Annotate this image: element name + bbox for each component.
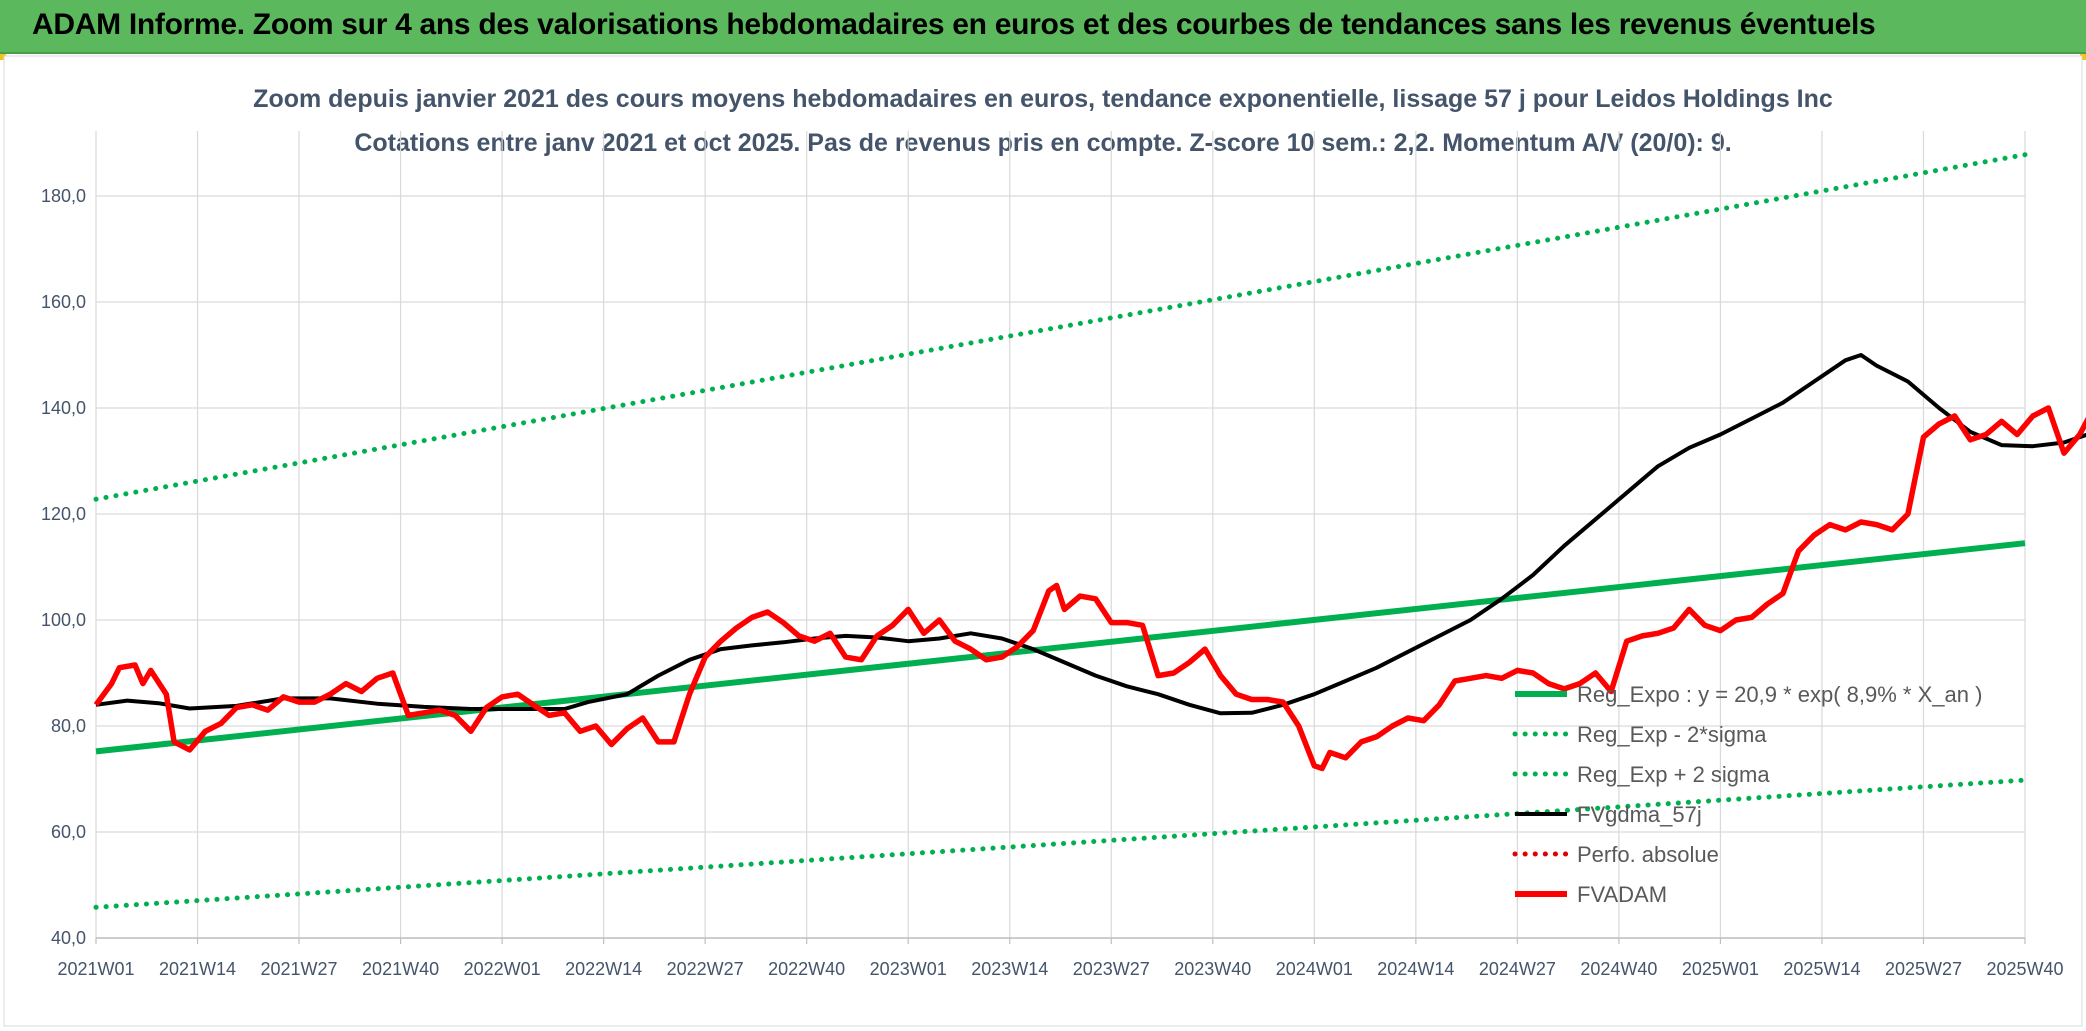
x-tick-label: 2025W27 — [1885, 959, 1962, 979]
chart-series — [93, 152, 2086, 910]
x-tick-label: 2022W14 — [565, 959, 642, 979]
y-tick-label: 40,0 — [51, 928, 86, 948]
x-tick-label: 2023W01 — [870, 959, 947, 979]
x-tick-label: 2023W14 — [971, 959, 1048, 979]
x-tick-label: 2025W40 — [1986, 959, 2063, 979]
x-tick-label: 2023W40 — [1174, 959, 1251, 979]
chart-legend: Reg_Expo : y = 20,9 * exp( 8,9% * X_an )… — [1512, 682, 1982, 907]
y-tick-label: 180,0 — [41, 186, 86, 206]
corner-marker-right — [2080, 54, 2086, 60]
x-tick-label: 2021W27 — [261, 959, 338, 979]
x-tick-label: 2023W27 — [1073, 959, 1150, 979]
x-tick-label: 2025W14 — [1783, 959, 1860, 979]
chart-area — [3, 55, 2083, 1027]
chart-title: Zoom depuis janvier 2021 des cours moyen… — [253, 85, 1833, 113]
x-tick-label: 2022W27 — [667, 959, 744, 979]
y-tick-label: 100,0 — [41, 610, 86, 630]
legend-label: Reg_Exp + 2 sigma — [1577, 762, 1770, 787]
x-tick-label: 2022W01 — [464, 959, 541, 979]
y-tick-label: 160,0 — [41, 292, 86, 312]
legend-label: FVgdma_57j — [1577, 802, 1702, 827]
corner-marker-left — [0, 54, 6, 60]
x-tick-label: 2021W14 — [159, 959, 236, 979]
x-tick-label: 2022W40 — [768, 959, 845, 979]
x-axis-ticks: 2021W01 2021W14 2021W27 2021W40 2022W01 2022W… — [57, 959, 2063, 979]
legend-label: Perfo. absolue — [1577, 842, 1719, 867]
x-tick-label: 2021W40 — [362, 959, 439, 979]
legend-label: FVADAM — [1577, 882, 1667, 907]
price-chart: Zoom depuis janvier 2021 des cours moyen… — [3, 55, 2086, 1027]
legend-label: Reg_Expo : y = 20,9 * exp( 8,9% * X_an ) — [1577, 682, 1982, 707]
series-line-fvadam — [93, 405, 2086, 772]
series-line-reg-exp-2-sigma — [93, 777, 2028, 910]
series-line-fvgdma-57j — [95, 353, 2086, 716]
x-tick-label: 2024W40 — [1580, 959, 1657, 979]
y-tick-label: 140,0 — [41, 398, 86, 418]
series-line-reg-expo-y-20-9-exp-8-9-x-an — [95, 540, 2026, 755]
x-tick-label: 2024W14 — [1377, 959, 1454, 979]
x-tick-label: 2024W01 — [1276, 959, 1353, 979]
report-banner: ADAM Informe. Zoom sur 4 ans des valoris… — [0, 0, 2086, 54]
chart-subtitle: Cotations entre janv 2021 et oct 2025. P… — [354, 129, 1731, 157]
y-tick-label: 60,0 — [51, 822, 86, 842]
y-tick-label: 120,0 — [41, 504, 86, 524]
series-line-reg-exp-2-sigma — [93, 152, 2028, 502]
y-tick-label: 80,0 — [51, 716, 86, 736]
x-tick-label: 2021W01 — [57, 959, 134, 979]
legend-label: Reg_Exp - 2*sigma — [1577, 722, 1767, 747]
report-title: ADAM Informe. Zoom sur 4 ans des valoris… — [32, 8, 1876, 41]
x-tick-label: 2024W27 — [1479, 959, 1556, 979]
y-axis-ticks: 40,0 60,0 80,0 100,0 120,0 140,0 160,0 180,0 — [41, 186, 86, 948]
gridlines — [95, 131, 2026, 944]
x-tick-label: 2025W01 — [1682, 959, 1759, 979]
